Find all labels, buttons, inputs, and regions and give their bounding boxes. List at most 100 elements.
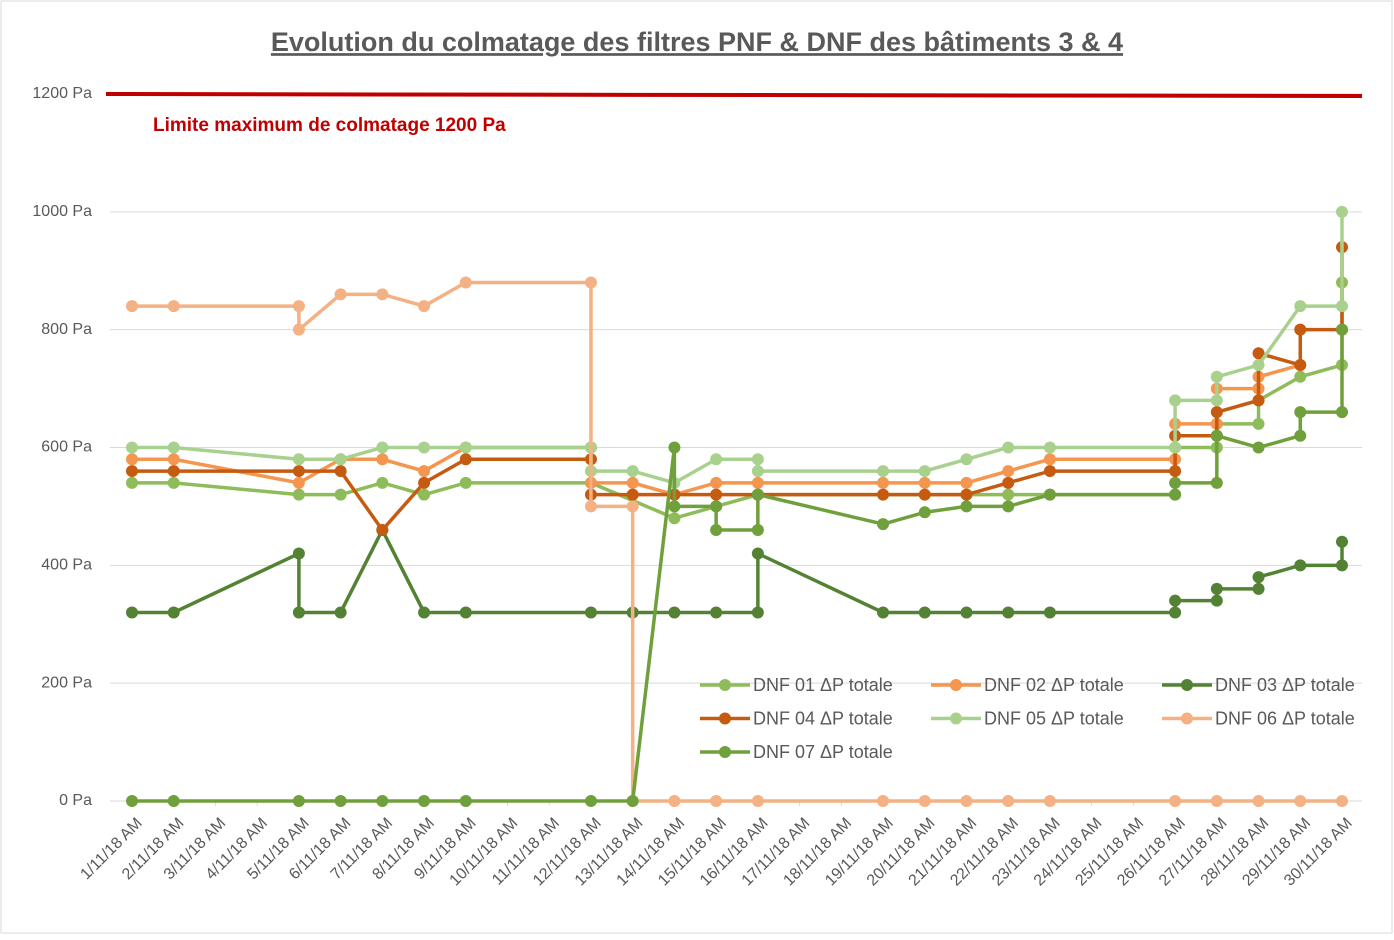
data-point xyxy=(376,476,389,489)
data-point xyxy=(292,323,305,336)
data-point xyxy=(1210,429,1223,442)
data-point xyxy=(1294,323,1307,336)
data-point xyxy=(668,500,681,513)
data-point xyxy=(1043,465,1056,478)
y-tick-label: 1200 Pa xyxy=(32,85,92,102)
data-point xyxy=(1169,606,1182,619)
data-point xyxy=(126,300,138,313)
legend-marker xyxy=(1181,712,1193,725)
data-point xyxy=(1169,441,1182,454)
data-point xyxy=(167,606,180,619)
data-point xyxy=(292,476,305,489)
data-point xyxy=(1252,571,1265,584)
data-point xyxy=(918,795,931,807)
data-point xyxy=(459,476,472,489)
data-point xyxy=(960,476,973,489)
y-tick-label: 1000 Pa xyxy=(32,203,92,220)
data-point xyxy=(710,795,723,807)
data-point xyxy=(459,453,472,466)
data-point xyxy=(1169,594,1182,607)
data-point xyxy=(334,606,347,619)
data-point xyxy=(1252,582,1265,595)
data-point xyxy=(1336,406,1348,419)
data-point xyxy=(710,500,723,513)
data-point xyxy=(1252,359,1265,372)
data-point xyxy=(751,523,764,536)
limit-label: Limite maximum de colmatage 1200 Pa xyxy=(153,115,506,136)
data-point xyxy=(418,300,431,313)
data-point xyxy=(418,795,431,807)
data-point xyxy=(877,795,890,807)
data-point xyxy=(418,465,431,478)
data-point xyxy=(1002,488,1015,501)
data-point xyxy=(710,453,723,466)
data-point xyxy=(418,476,431,489)
data-point xyxy=(584,795,597,807)
data-point xyxy=(418,606,431,619)
data-point xyxy=(960,606,973,619)
data-point xyxy=(1336,323,1348,336)
legend-label: DNF 04 ΔP totale xyxy=(753,708,893,728)
legend-marker xyxy=(1181,679,1193,691)
data-point xyxy=(376,795,389,807)
data-point xyxy=(1043,441,1056,454)
data-point xyxy=(918,476,931,489)
data-point xyxy=(167,476,180,489)
data-point xyxy=(1169,476,1182,489)
legend-label: DNF 07 ΔP totale xyxy=(753,742,893,762)
data-point xyxy=(1252,441,1265,454)
data-point xyxy=(1252,417,1265,430)
data-point xyxy=(292,606,305,619)
data-point xyxy=(877,518,890,531)
data-point xyxy=(751,795,764,807)
data-point xyxy=(167,453,180,466)
data-point xyxy=(1336,205,1348,218)
data-point xyxy=(1294,406,1307,419)
y-tick-label: 400 Pa xyxy=(41,557,92,574)
data-point xyxy=(1252,347,1265,360)
legend-label: DNF 03 ΔP totale xyxy=(1215,675,1355,695)
series-line xyxy=(132,526,1344,615)
data-point xyxy=(751,606,764,619)
data-point xyxy=(334,795,347,807)
data-point xyxy=(292,488,305,501)
data-point xyxy=(918,465,931,478)
data-point xyxy=(626,795,639,807)
legend-marker xyxy=(719,679,731,691)
data-point xyxy=(376,523,389,536)
data-point xyxy=(626,465,639,478)
data-point xyxy=(459,606,472,619)
data-point xyxy=(292,547,305,560)
data-point xyxy=(1252,795,1265,807)
data-point xyxy=(334,453,347,466)
data-point xyxy=(376,441,389,454)
data-point xyxy=(710,606,723,619)
data-point xyxy=(1210,370,1223,383)
data-point xyxy=(668,512,681,525)
data-point xyxy=(1002,606,1015,619)
data-point xyxy=(1210,394,1223,407)
data-point xyxy=(334,465,347,478)
data-point xyxy=(1002,465,1015,478)
limit-line xyxy=(105,92,1363,98)
data-point xyxy=(418,488,431,501)
data-point xyxy=(126,453,138,466)
data-point xyxy=(668,795,681,807)
data-point xyxy=(751,488,764,501)
data-point xyxy=(1210,795,1223,807)
legend-label: DNF 01 ΔP totale xyxy=(753,675,893,695)
data-point xyxy=(584,606,597,619)
data-point xyxy=(459,795,472,807)
data-point xyxy=(751,465,764,478)
data-point xyxy=(1294,795,1307,807)
data-point xyxy=(1169,394,1182,407)
data-point xyxy=(1210,476,1223,489)
data-point xyxy=(376,288,389,301)
legend-label: DNF 06 ΔP totale xyxy=(1215,708,1355,728)
data-point xyxy=(626,500,639,513)
data-point xyxy=(1043,488,1056,501)
data-point xyxy=(877,476,890,489)
data-point xyxy=(1294,559,1307,572)
data-point xyxy=(710,523,723,536)
